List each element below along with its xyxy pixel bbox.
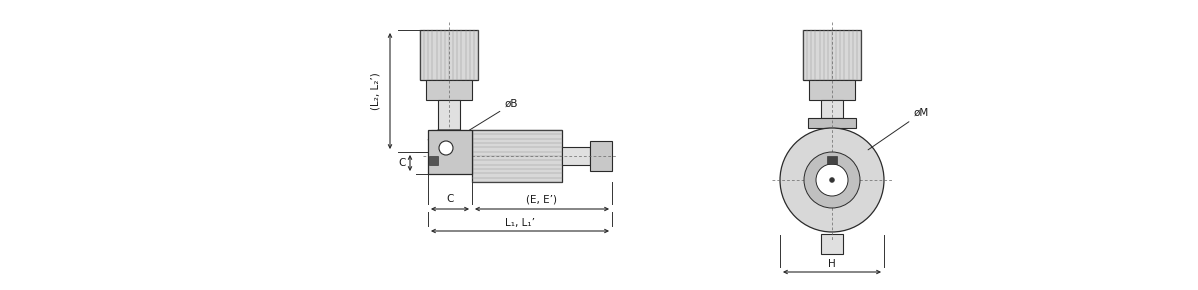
Bar — [821, 100, 843, 118]
Text: L₁, L₁’: L₁, L₁’ — [506, 218, 536, 228]
Bar — [420, 30, 478, 80]
Text: øM: øM — [869, 108, 930, 150]
Circle shape — [829, 177, 835, 182]
Bar — [827, 156, 837, 164]
Bar — [428, 130, 472, 174]
Text: C: C — [398, 158, 406, 168]
Bar — [821, 234, 843, 254]
Circle shape — [804, 152, 860, 208]
Bar — [589, 141, 612, 171]
Bar — [472, 130, 562, 182]
Bar — [803, 30, 861, 80]
Circle shape — [780, 128, 884, 232]
Bar — [426, 80, 472, 100]
Text: (E, E’): (E, E’) — [526, 194, 557, 204]
Bar — [429, 155, 438, 164]
Circle shape — [816, 164, 848, 196]
Text: (L₂, L₂’): (L₂, L₂’) — [371, 72, 381, 110]
Text: øB: øB — [458, 99, 519, 137]
Bar — [809, 80, 855, 100]
Bar — [807, 118, 857, 128]
Polygon shape — [428, 130, 472, 140]
Text: C: C — [447, 194, 454, 204]
Circle shape — [438, 141, 453, 155]
Bar — [562, 147, 589, 165]
Bar — [431, 130, 467, 140]
Bar — [438, 100, 460, 130]
Text: H: H — [828, 259, 836, 269]
